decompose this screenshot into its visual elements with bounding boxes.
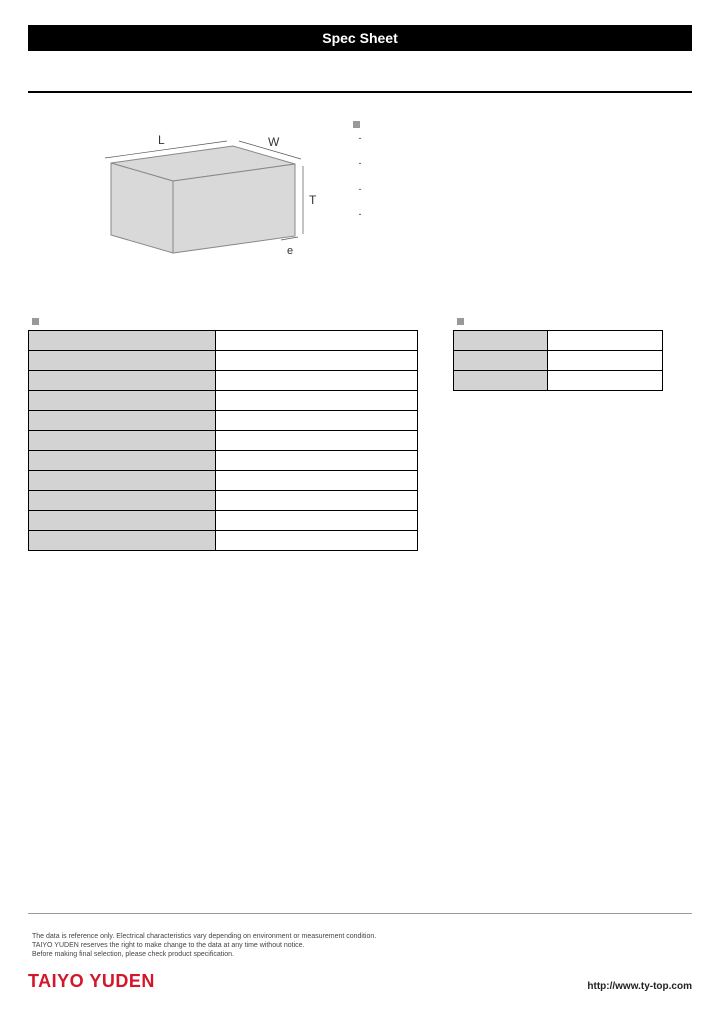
- spec-sheet-header: Spec Sheet: [28, 25, 692, 51]
- website-url[interactable]: http://www.ty-top.com: [587, 981, 692, 992]
- dim-label-W: W: [268, 135, 280, 149]
- spec-value: [215, 431, 417, 451]
- table-row: [29, 531, 418, 551]
- table-row: [29, 471, 418, 491]
- pack-value: [548, 331, 663, 351]
- spec-value: [215, 331, 417, 351]
- page-footer: The data is reference only. Electrical c…: [28, 913, 692, 992]
- dim-label-T: T: [309, 193, 317, 207]
- spec-value: [215, 511, 417, 531]
- specifications-section: [28, 316, 418, 551]
- table-row: [29, 511, 418, 531]
- pack-value: [548, 371, 663, 391]
- packaging-table: [453, 330, 663, 391]
- bullet-icon: [353, 121, 360, 128]
- pack-label: [454, 331, 548, 351]
- spec-value: [215, 531, 417, 551]
- spec-label: [29, 451, 216, 471]
- spec-value: [215, 391, 417, 411]
- spec-value: [215, 491, 417, 511]
- disclaimer-text: The data is reference only. Electrical c…: [28, 932, 692, 959]
- spec-label: [29, 491, 216, 511]
- spec-label: [29, 411, 216, 431]
- packaging-section: [453, 316, 663, 391]
- spec-label: [29, 391, 216, 411]
- spec-value: [215, 411, 417, 431]
- table-row: [454, 371, 663, 391]
- table-row: [29, 411, 418, 431]
- spec-label: [29, 331, 216, 351]
- spec-label: [29, 351, 216, 371]
- spec-label: [29, 471, 216, 491]
- spec-label: [29, 371, 216, 391]
- bullet-icon: [32, 318, 39, 325]
- table-row: [29, 351, 418, 371]
- table-row: [29, 451, 418, 471]
- table-row: [29, 371, 418, 391]
- features-section: - - - -: [353, 118, 692, 281]
- dim-label-L: L: [158, 133, 165, 147]
- specs-table: [28, 330, 418, 551]
- table-row: [29, 431, 418, 451]
- spec-value: [215, 371, 417, 391]
- spec-value: [215, 351, 417, 371]
- component-diagram: L W T e: [28, 118, 323, 281]
- table-row: [29, 391, 418, 411]
- bullet-icon: [457, 318, 464, 325]
- pack-label: [454, 351, 548, 371]
- table-row: [454, 331, 663, 351]
- pack-label: [454, 371, 548, 391]
- spec-value: [215, 471, 417, 491]
- dim-label-e: e: [287, 245, 293, 257]
- spec-label: [29, 511, 216, 531]
- spec-value: [215, 451, 417, 471]
- divider: [28, 91, 692, 93]
- table-row: [29, 331, 418, 351]
- brand-logo: TAIYO YUDEN: [28, 971, 155, 992]
- spec-label: [29, 431, 216, 451]
- table-row: [29, 491, 418, 511]
- spec-label: [29, 531, 216, 551]
- pack-value: [548, 351, 663, 371]
- table-row: [454, 351, 663, 371]
